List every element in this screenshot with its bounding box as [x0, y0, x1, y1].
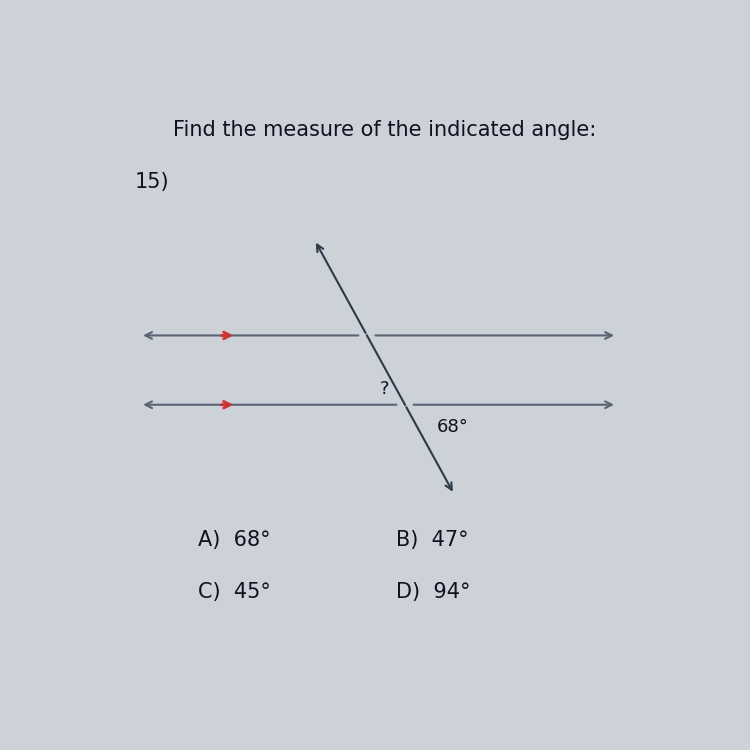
Text: A)  68°: A) 68°: [198, 530, 271, 550]
Text: Find the measure of the indicated angle:: Find the measure of the indicated angle:: [172, 121, 596, 140]
Text: 68°: 68°: [437, 418, 469, 436]
Text: ?: ?: [380, 380, 389, 398]
Text: C)  45°: C) 45°: [198, 583, 272, 602]
Text: D)  94°: D) 94°: [396, 583, 470, 602]
Text: 15): 15): [134, 172, 169, 193]
Text: B)  47°: B) 47°: [396, 530, 469, 550]
